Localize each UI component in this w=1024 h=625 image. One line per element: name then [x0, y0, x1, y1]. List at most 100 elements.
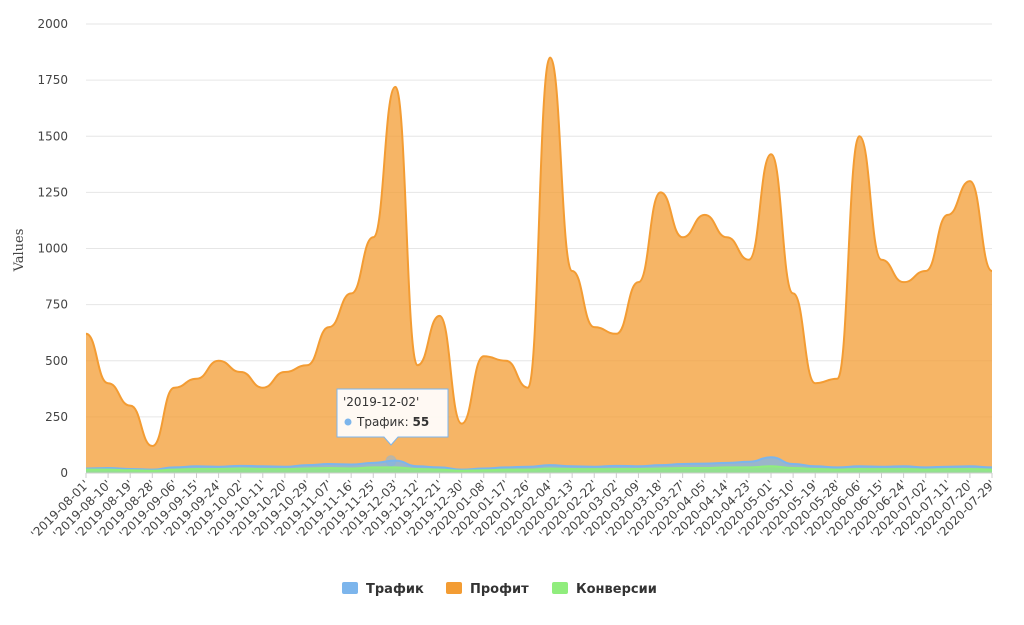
data-point: [151, 445, 154, 448]
y-axis-ticks: 0 250 500 750 1000 1250 1500 1750 2000: [37, 17, 68, 480]
data-point: [416, 465, 419, 468]
data-point: [217, 467, 220, 470]
data-point: [549, 56, 552, 59]
legend-item-1[interactable]: Профит: [446, 582, 529, 597]
data-point: [991, 269, 994, 272]
data-point: [526, 465, 529, 468]
data-point: [792, 467, 795, 470]
data-point: [129, 469, 132, 472]
data-point: [261, 386, 264, 389]
data-point: [946, 213, 949, 216]
data-point: [725, 466, 728, 469]
legend-label: Трафик: [366, 582, 424, 597]
data-point: [261, 467, 264, 470]
legend-swatch: [342, 582, 358, 594]
data-point: [858, 135, 861, 138]
series-layer: [85, 56, 994, 474]
tooltip-series-name: Трафик: 55: [356, 415, 429, 429]
data-point: [504, 468, 507, 471]
data-point: [372, 461, 375, 464]
data-point: [968, 467, 971, 470]
series-area-1: [86, 57, 992, 474]
data-point: [283, 370, 286, 373]
data-point: [747, 460, 750, 463]
data-point: [195, 465, 198, 468]
data-point: [173, 468, 176, 471]
data-point: [836, 468, 839, 471]
data-point: [151, 469, 154, 472]
y-tick-label: 250: [45, 410, 68, 424]
y-tick-label: 1250: [37, 185, 68, 199]
data-point: [107, 468, 110, 471]
data-point: [571, 465, 574, 468]
data-point: [372, 466, 375, 469]
data-point: [725, 461, 728, 464]
data-point: [681, 463, 684, 466]
data-point: [305, 464, 308, 467]
series-line-0: [85, 456, 993, 471]
tooltip-date: '2019-12-02': [343, 395, 419, 409]
data-point: [372, 236, 375, 239]
data-point: [239, 370, 242, 373]
data-point: [571, 467, 574, 470]
legend-swatch: [446, 582, 462, 594]
data-point: [173, 386, 176, 389]
data-point: [770, 465, 773, 468]
series-line-1: [85, 56, 993, 448]
data-point: [549, 467, 552, 470]
data-point: [305, 467, 308, 470]
legend[interactable]: Трафик Профит Конверсии: [342, 582, 657, 597]
data-point: [615, 332, 618, 335]
data-point: [659, 464, 662, 467]
series-line-2: [85, 465, 993, 472]
data-point: [571, 269, 574, 272]
data-point: [460, 422, 463, 425]
data-point: [107, 382, 110, 385]
data-point: [681, 236, 684, 239]
data-point: [261, 465, 264, 468]
legend-label: Конверсии: [576, 582, 657, 597]
data-point: [637, 467, 640, 470]
y-tick-label: 1000: [37, 242, 68, 256]
data-point: [725, 236, 728, 239]
data-point: [703, 467, 706, 470]
data-point: [328, 463, 331, 466]
data-point: [482, 355, 485, 358]
data-point: [129, 404, 132, 407]
data-point: [637, 281, 640, 284]
data-point: [615, 464, 618, 467]
data-point: [593, 326, 596, 329]
tooltip-series-dot: [344, 418, 352, 426]
data-point: [946, 468, 949, 471]
data-point: [350, 292, 353, 295]
data-point: [792, 292, 795, 295]
data-point: [681, 467, 684, 470]
legend-item-0[interactable]: Трафик: [342, 582, 424, 597]
data-point: [703, 213, 706, 216]
data-point: [814, 465, 817, 468]
data-point: [858, 465, 861, 468]
y-tick-label: 750: [45, 298, 68, 312]
data-point: [416, 364, 419, 367]
data-point: [394, 466, 397, 469]
data-point: [217, 359, 220, 362]
data-point: [85, 332, 88, 335]
y-axis-title: Values: [12, 229, 27, 273]
data-point: [968, 180, 971, 183]
y-tick-label: 1500: [37, 129, 68, 143]
data-point: [438, 468, 441, 471]
data-point: [504, 359, 507, 362]
data-point: [460, 469, 463, 472]
data-point: [416, 467, 419, 470]
legend-item-2[interactable]: Конверсии: [552, 582, 657, 597]
data-point: [328, 467, 331, 470]
data-point: [792, 463, 795, 466]
data-point: [85, 468, 88, 471]
data-point: [814, 382, 817, 385]
tooltip-separator: :: [405, 415, 413, 429]
data-point: [924, 269, 927, 272]
y-tick-label: 2000: [37, 17, 68, 31]
data-point: [747, 258, 750, 261]
data-point: [637, 465, 640, 468]
